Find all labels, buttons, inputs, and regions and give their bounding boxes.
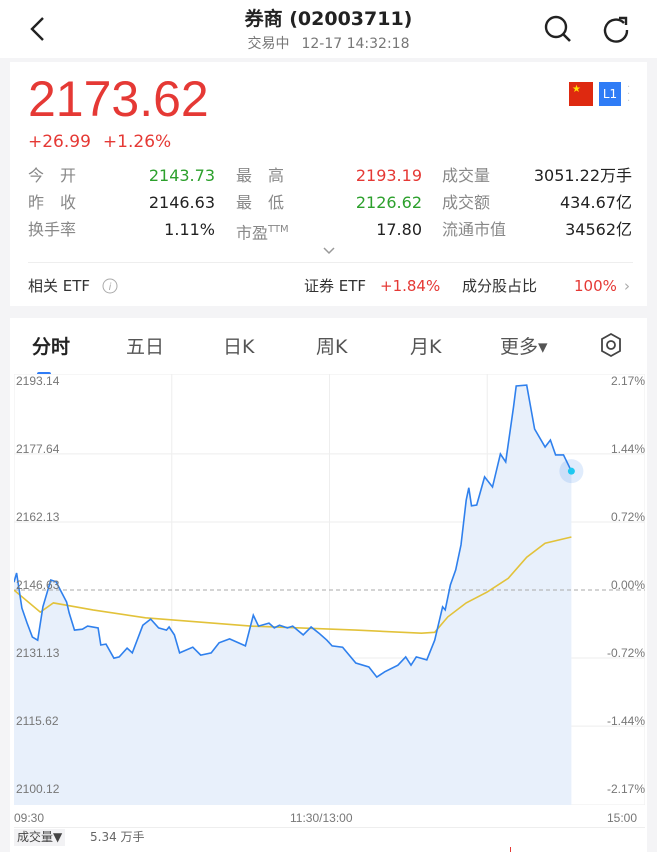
volume-bar [510,847,511,852]
volume-selector[interactable]: 成交量▼ [14,829,66,846]
quote-panel: 2173.62 +26.99 +1.26% L1 ··· 相关 ETF i 证券 … [10,62,647,306]
stat-value: 434.67亿 [560,193,632,212]
y-tick-label: 2146.63 [16,578,60,592]
timestamp: 12-17 14:32:18 [301,36,410,52]
x-tick-label: 09:30 [14,811,45,825]
y-tick-label: 2193.14 [16,373,60,388]
change-amount: +26.99 [28,132,91,152]
price-line [14,384,573,679]
top-bar: 券商 (02003711) 交易中 12-17 14:32:18 [0,0,657,58]
stat-label: 成交量 [442,166,491,185]
trading-status: 交易中 12-17 14:32:18 [0,33,657,53]
tab-monthly-k[interactable]: 月K [410,336,442,358]
y-tick-label-right: 0.72% [610,509,645,524]
price-area-fill [14,385,572,805]
y-tick-label-right: 2.17% [610,373,645,388]
price-change: +26.99 +1.26% [28,132,183,152]
ratio-label: 成分股占比 [462,277,538,295]
y-tick-label: 2115.62 [16,714,59,729]
settings-icon[interactable] [599,332,623,360]
etf-name: 证券 ETF [304,277,367,295]
change-percent: +1.26% [102,132,172,152]
stat-label: 换手率 [28,220,77,239]
divider [28,262,633,263]
stat-value: 34562亿 [565,220,632,239]
ratio-value: 100% [574,277,617,295]
chevron-right-icon: › [624,277,630,295]
average-price-line [14,536,572,635]
stat-value: 2126.62 [355,193,422,212]
y-tick-label-right: -2.17% [606,782,645,797]
stat-value: 2146.63 [148,193,215,212]
stat-value: 1.11% [164,220,215,239]
last-price: 2173.62 [28,71,209,127]
y-tick-label-right: 0.00% [610,578,645,592]
info-icon[interactable]: i [102,278,118,294]
stat-value: 2193.19 [355,166,422,185]
y-tick-label-right: -1.44% [606,714,645,729]
market-badges[interactable]: L1 ··· [569,82,631,106]
stat-label: 最 低 [236,193,285,212]
divider [14,827,645,828]
tab-weekly-k[interactable]: 周K [316,336,348,358]
tab-more[interactable]: 更多▾ [500,336,548,358]
y-tick-label: 2131.13 [16,646,60,661]
intraday-chart[interactable] [14,374,645,805]
more-dots-icon[interactable]: · · · [627,81,631,107]
refresh-icon[interactable] [600,14,632,46]
stat-label: 成交额 [442,193,491,212]
y-tick-label-right: -0.72% [606,646,645,661]
related-etf-label: 相关 ETF [28,277,91,295]
chevron-left-icon[interactable] [28,16,48,42]
stat-label: 今 开 [28,166,77,185]
y-tick-label: 2162.13 [16,509,60,524]
x-tick-label: 11:30/13:00 [290,811,353,825]
current-point [567,467,575,475]
y-tick-label: 2100.12 [16,782,60,797]
page-title: 券商 (02003711) [244,8,413,30]
stat-label: 市盈TTM [236,223,289,243]
tab-intraday[interactable]: 分时 [32,336,71,358]
svg-text:i: i [109,282,112,293]
stat-value: 17.80 [376,220,422,239]
stat-value: 3051.22万手 [533,166,632,185]
y-tick-label-right: 1.44% [610,441,645,456]
volume-value: 5.34 万手 [90,830,145,844]
status-text: 交易中 [247,36,290,52]
stat-label-sup: TTM [268,224,289,235]
stat-label: 昨 收 [28,193,77,212]
stat-label: 最 高 [236,166,285,185]
y-tick-label: 2177.64 [16,441,60,456]
related-etf-row[interactable]: 相关 ETF i 证券 ETF +1.84% 成分股占比 100% › [28,274,633,298]
china-flag-icon [569,82,593,106]
search-icon[interactable] [542,14,574,46]
tab-five-day[interactable]: 五日 [126,336,165,358]
stat-value: 2143.73 [148,166,215,185]
etf-change: +1.84% [380,277,441,295]
level-badge: L1 [599,82,621,106]
x-tick-label: 15:00 [607,811,638,825]
expand-chevron-icon[interactable] [322,246,336,256]
stat-label: 流通市值 [442,220,507,239]
tab-daily-k[interactable]: 日K [223,336,255,358]
